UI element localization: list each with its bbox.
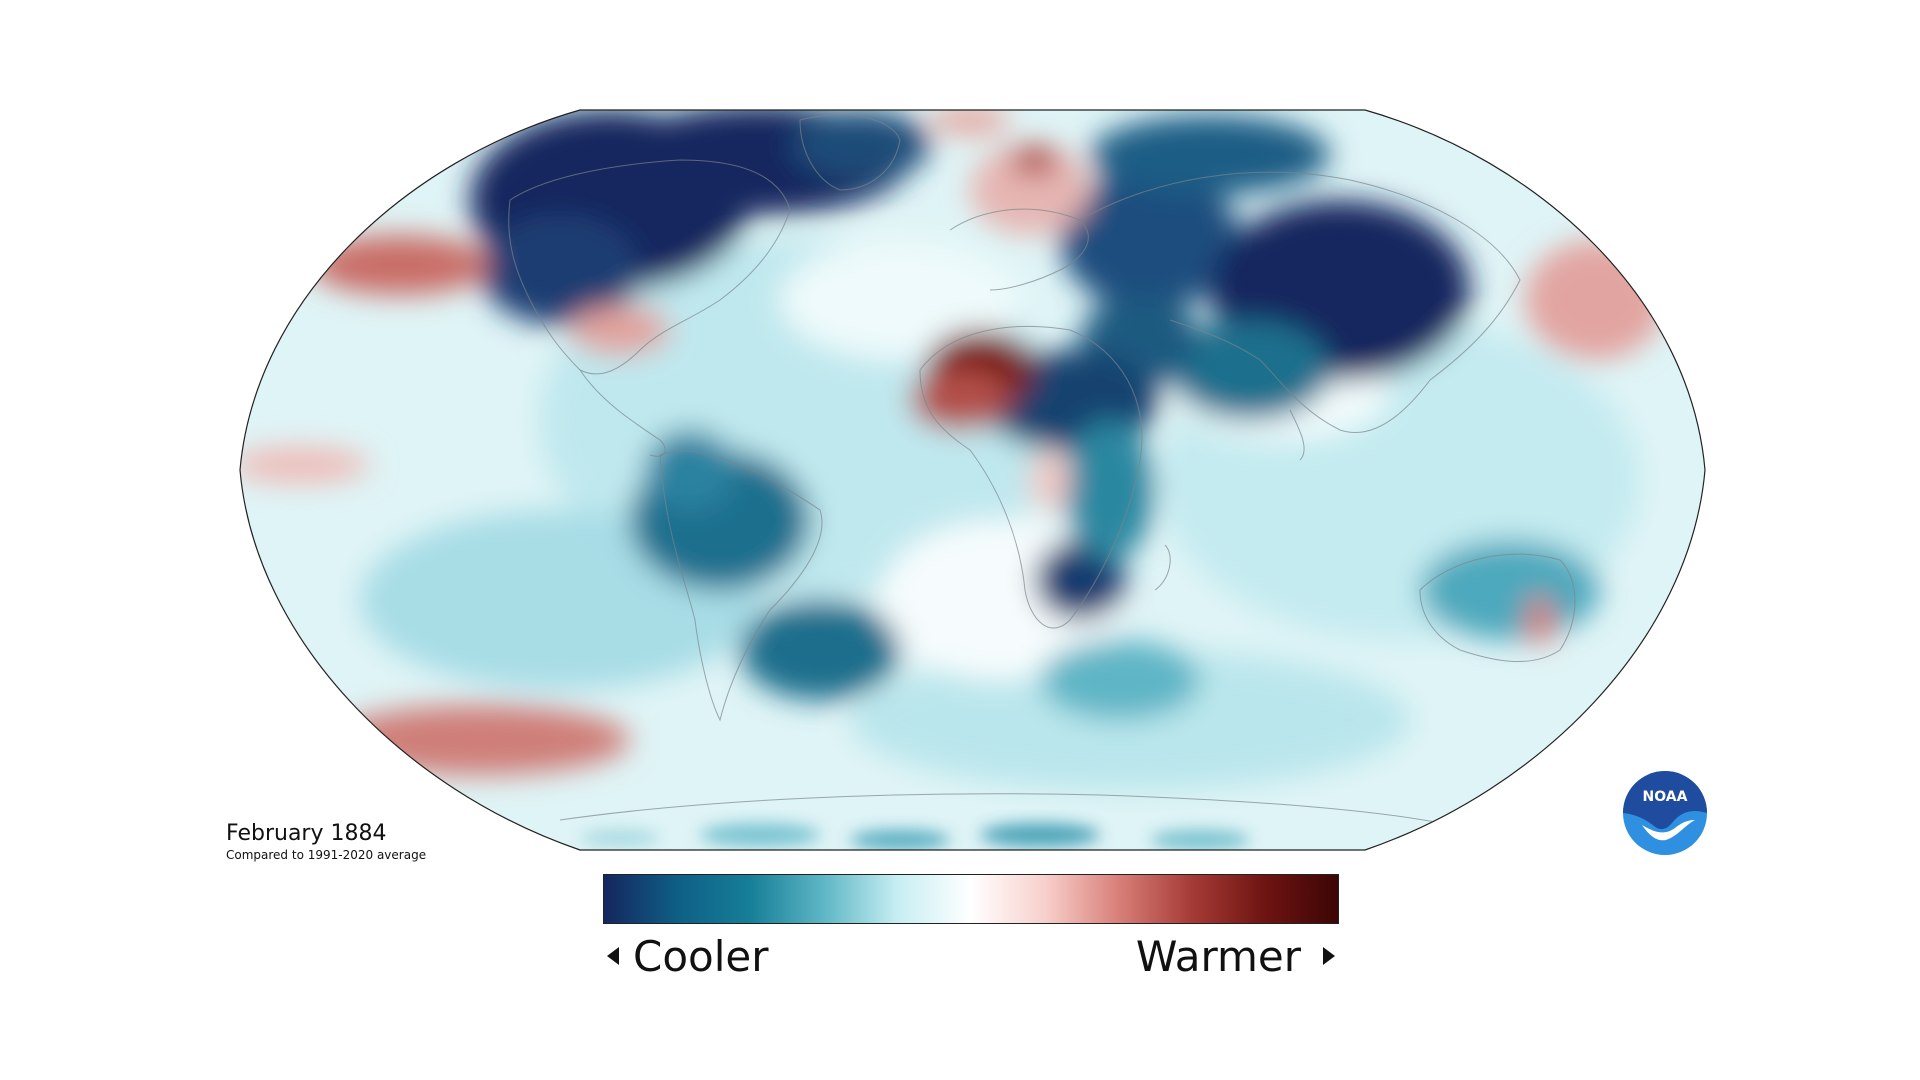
right-arrow-icon [1323, 947, 1335, 965]
map-title: February 1884 [226, 821, 387, 846]
seagull-icon [1642, 820, 1695, 841]
warmer-label-group: Warmer [1136, 931, 1339, 981]
noaa-logo: NOAA [1621, 769, 1709, 857]
warmer-label: Warmer [1135, 931, 1301, 981]
cooler-label-group: Cooler [603, 931, 769, 981]
cooler-label: Cooler [633, 931, 769, 981]
coastline-lines [508, 114, 1576, 826]
map-caption: February 1884 Compared to 1991-2020 aver… [226, 821, 426, 863]
left-arrow-icon [607, 947, 619, 965]
color-scale-bar [603, 874, 1339, 924]
color-scale-labels: Cooler Warmer [603, 931, 1339, 981]
logo-top-half [1623, 771, 1707, 830]
anomaly-field [240, 110, 1705, 850]
logo-text: NOAA [1643, 789, 1688, 805]
map-outline [239, 109, 1706, 851]
map-subtitle: Compared to 1991-2020 average [226, 848, 427, 862]
